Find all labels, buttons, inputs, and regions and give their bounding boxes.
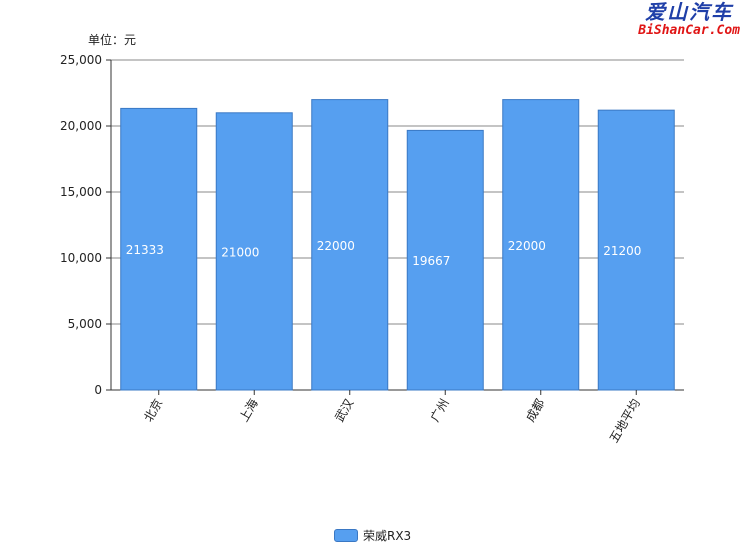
watermark-en: BiShanCar.Com <box>638 23 740 38</box>
y-tick-label: 20,000 <box>60 119 102 133</box>
y-tick-label: 25,000 <box>60 53 102 67</box>
bar <box>406 129 484 391</box>
bar-data-label: 21000 <box>221 245 259 259</box>
y-tick-label: 10,000 <box>60 251 102 265</box>
watermark-cn: 爱山汽车 <box>645 0 734 24</box>
bar <box>597 109 675 391</box>
x-tick-label: 武汉 <box>332 397 356 425</box>
legend: 荣威RX3 <box>334 527 411 544</box>
x-tick-label: 上海 <box>236 396 261 424</box>
y-tick-label: 15,000 <box>60 185 102 199</box>
bar-data-label: 21200 <box>603 244 641 258</box>
x-tick-label: 北京 <box>141 397 165 425</box>
watermark-logo: 爱山汽车 BiShanCar.Com <box>638 0 740 38</box>
bar <box>120 107 198 391</box>
bar-data-label: 22000 <box>317 239 355 253</box>
bar-data-label: 22000 <box>508 239 546 253</box>
x-tick-label: 五地平均 <box>607 397 643 446</box>
bar-data-label: 21333 <box>126 243 164 257</box>
legend-label: 荣威RX3 <box>363 529 412 543</box>
y-tick-label: 0 <box>94 383 102 397</box>
x-tick-label: 成都 <box>523 397 547 425</box>
bar-data-label: 19667 <box>412 254 450 268</box>
legend-swatch <box>334 529 358 542</box>
y-tick-label: 5,000 <box>68 317 102 331</box>
unit-label: 单位：元 <box>88 33 137 47</box>
x-tick-label: 广州 <box>428 397 452 425</box>
bar <box>311 99 389 391</box>
